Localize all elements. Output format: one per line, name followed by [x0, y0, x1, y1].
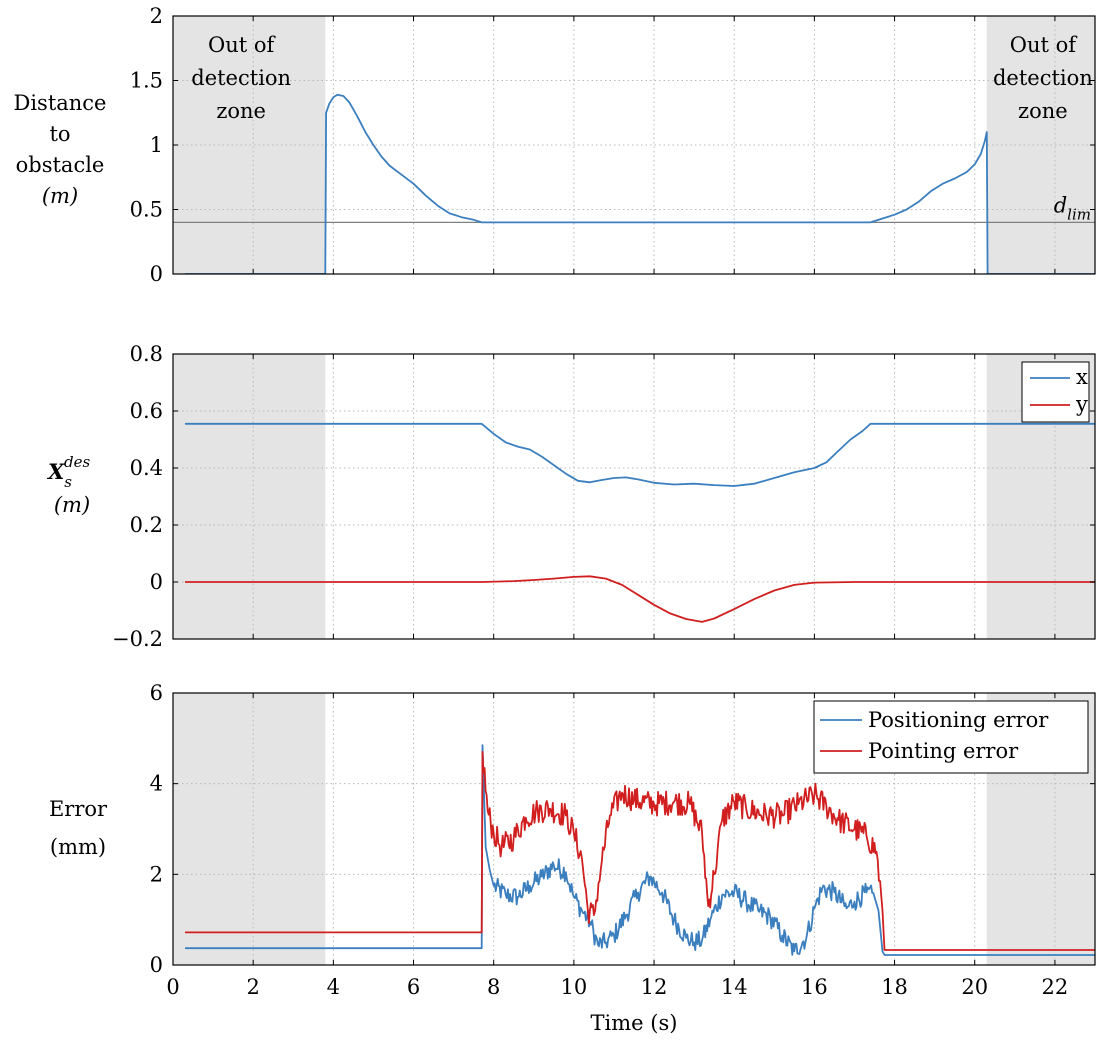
y-tick-label: 2 [150, 4, 163, 28]
x-tick-label: 18 [881, 975, 908, 999]
y-tick-label: 0.4 [130, 456, 163, 480]
y-axis-label-line: Distance [13, 91, 106, 115]
y-axis-label-line: (mm) [50, 835, 106, 859]
y-tick-label: 0 [150, 262, 163, 286]
y-tick-labels: 0 0.5 1 1.5 2 [130, 4, 1095, 286]
x-tick-label: 16 [801, 975, 828, 999]
legend-entries: xy [1030, 365, 1088, 416]
series-lines [185, 744, 1095, 956]
y-tick-label: 0 [150, 953, 163, 977]
shaded-region [986, 16, 1095, 274]
y-axis-label-line: to [49, 122, 70, 146]
panel-distance: 0 0.5 1 1.5 2 Distance to obstacle (m) Out of de… [13, 4, 1096, 286]
y-tick-label: 0.6 [130, 399, 163, 423]
legend-entries: Positioning error Pointing error [820, 708, 1049, 763]
y-tick-label: 1 [150, 133, 163, 157]
y-tick-label: 0.2 [130, 513, 163, 537]
panel-xs-des: −0.2 0 0.2 0.4 0.6 0.8 Xsdes (m) xy [46, 342, 1096, 651]
panel-error: 0 2 4 6 Error (mm) Positioning error Pointing… [49, 681, 1096, 1035]
series-line-pointing-error [185, 751, 1095, 951]
y-axis-label: Error (mm) [49, 797, 108, 859]
x-tick-labels: 0 2 4 6 8 10 12 14 16 18 20 22 [166, 975, 1068, 999]
legend-label: Pointing error [868, 739, 1019, 763]
legend-label: Positioning error [868, 708, 1049, 732]
right-zone-annotation: Out of detection zone [993, 33, 1093, 123]
y-axis-label-unit: (m) [54, 493, 90, 517]
y-tick-label: −0.2 [112, 627, 163, 651]
annotation-line: Out of [1010, 33, 1078, 57]
series-line-distance [185, 93, 1095, 274]
x-tick-label: 4 [327, 975, 340, 999]
annotation-line: detection [191, 66, 291, 90]
legend-label: y [1075, 392, 1088, 416]
y-axis-label: Xsdes (m) [46, 453, 90, 517]
y-tick-labels: −0.2 0 0.2 0.4 0.6 0.8 [112, 342, 1095, 651]
shaded-region [173, 693, 326, 965]
y-tick-label: 1.5 [130, 69, 163, 93]
y-tick-label: 2 [150, 862, 163, 886]
y-axis-label-line: (m) [42, 184, 78, 208]
annotation-line: Out of [208, 33, 276, 57]
x-tick-label: 0 [166, 975, 179, 999]
x-tick-label: 10 [561, 975, 588, 999]
shaded-region [173, 354, 326, 639]
left-zone-annotation: Out of detection zone [191, 33, 291, 123]
y-axis-label-line: obstacle [16, 153, 105, 177]
series-lines [185, 93, 1095, 274]
x-tick-label: 20 [961, 975, 988, 999]
annotation-line: zone [216, 99, 266, 123]
series-line-y [185, 575, 1095, 623]
y-axis-label-symbol: Xsdes [46, 453, 90, 491]
legend-label: x [1076, 365, 1088, 389]
x-tick-label: 14 [721, 975, 748, 999]
series-line-positioning-error [185, 744, 1095, 956]
series-line-x [185, 422, 1095, 487]
y-tick-label: 6 [150, 681, 163, 705]
d-lim-label: dlim [1054, 193, 1091, 223]
y-tick-label: 0.5 [130, 198, 163, 222]
y-tick-label: 0.8 [130, 342, 163, 366]
x-tick-label: 8 [487, 975, 500, 999]
x-axis-label: Time (s) [591, 1011, 678, 1035]
x-tick-label: 22 [1042, 975, 1069, 999]
out-of-zone-shading [173, 354, 1095, 639]
x-tick-label: 12 [641, 975, 668, 999]
x-tick-label: 2 [246, 975, 259, 999]
y-axis-label: Distance to obstacle (m) [13, 91, 106, 208]
x-tick-label: 6 [407, 975, 420, 999]
y-tick-labels: 0 2 4 6 [150, 681, 1095, 977]
legend: xy [1021, 361, 1090, 423]
plot-frame [172, 692, 1096, 966]
y-tick-label: 4 [150, 772, 163, 796]
legend: Positioning error Pointing error [813, 700, 1089, 774]
annotation-line: zone [1018, 99, 1068, 123]
annotation-line: detection [993, 66, 1093, 90]
y-tick-label: 0 [150, 570, 163, 594]
y-axis-label-line: Error [49, 797, 108, 821]
plot-frame [172, 353, 1096, 640]
series-lines [185, 422, 1095, 623]
